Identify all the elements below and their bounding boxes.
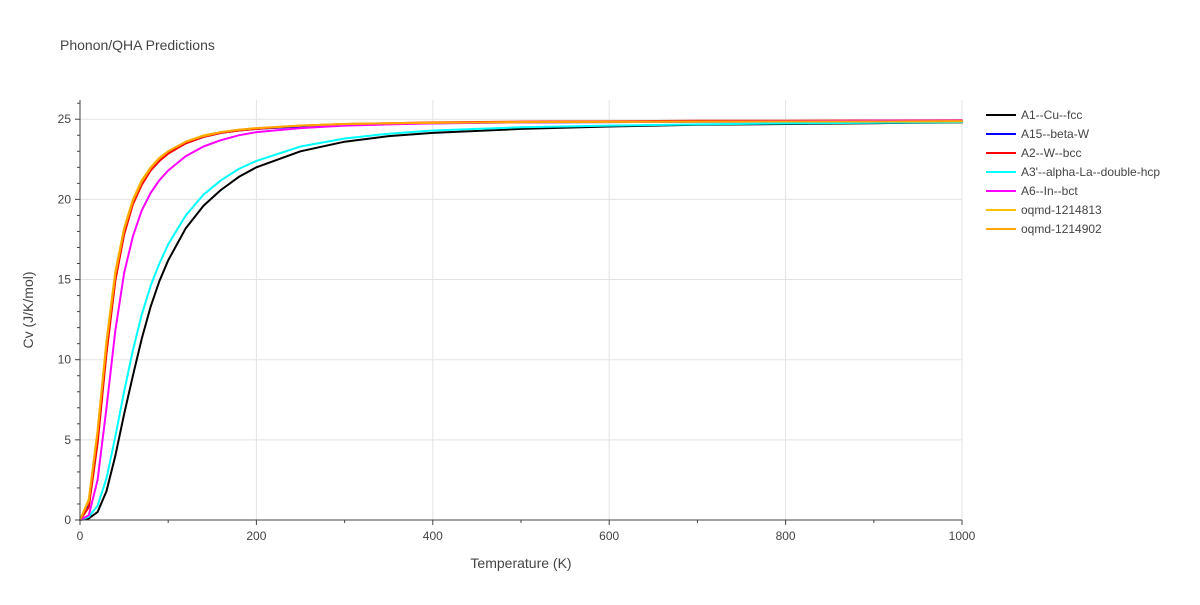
series-line-1 [79, 120, 963, 521]
x-tick-label: 600 [599, 529, 619, 543]
grid-layer [80, 100, 963, 520]
legend-label: A1--Cu--fcc [1021, 108, 1082, 122]
series-line-3 [79, 121, 963, 521]
chart-title: Phonon/QHA Predictions [60, 37, 215, 53]
x-tick-label: 200 [246, 529, 266, 543]
legend-item[interactable]: A15--beta-W [986, 127, 1090, 141]
series-line-0 [79, 121, 963, 521]
legend-item[interactable]: oqmd-1214902 [986, 222, 1102, 236]
axis-layer: 0 200 400 600 800 1000 0 5 10 15 20 25 [58, 100, 976, 543]
series-line-5 [79, 120, 963, 521]
legend-item[interactable]: A3'--alpha-La--double-hcp [986, 165, 1160, 179]
x-tick-label: 400 [423, 529, 443, 543]
x-tick-label: 0 [77, 529, 84, 543]
y-axis-title: Cv (J/K/mol) [20, 272, 36, 349]
legend-label: oqmd-1214902 [1021, 222, 1102, 236]
series-line-4 [79, 119, 963, 521]
legend-item[interactable]: oqmd-1214813 [986, 203, 1102, 217]
legend-label: A15--beta-W [1021, 127, 1090, 141]
series-layer [79, 119, 963, 521]
x-tick-label: 800 [776, 529, 796, 543]
y-tick-label: 5 [64, 433, 71, 447]
legend-label: oqmd-1214813 [1021, 203, 1102, 217]
legend-item[interactable]: A6--In--bct [986, 184, 1078, 198]
x-tick-label: 1000 [949, 529, 976, 543]
series-line-6 [79, 120, 963, 521]
x-axis-title: Temperature (K) [470, 555, 571, 571]
y-tick-label: 10 [58, 353, 72, 367]
legend-item[interactable]: A2--W--bcc [986, 146, 1081, 160]
legend-label: A6--In--bct [1021, 184, 1078, 198]
legend-label: A2--W--bcc [1021, 146, 1081, 160]
legend: A1--Cu--fcc A15--beta-W A2--W--bcc A3'--alp… [986, 108, 1160, 236]
legend-label: A3'--alpha-La--double-hcp [1021, 165, 1160, 179]
series-line-2 [79, 119, 963, 521]
y-tick-label: 0 [64, 513, 71, 527]
legend-item[interactable]: A1--Cu--fcc [986, 108, 1082, 122]
y-tick-label: 20 [58, 192, 72, 206]
y-tick-label: 15 [58, 273, 72, 287]
y-tick-label: 25 [58, 112, 72, 126]
